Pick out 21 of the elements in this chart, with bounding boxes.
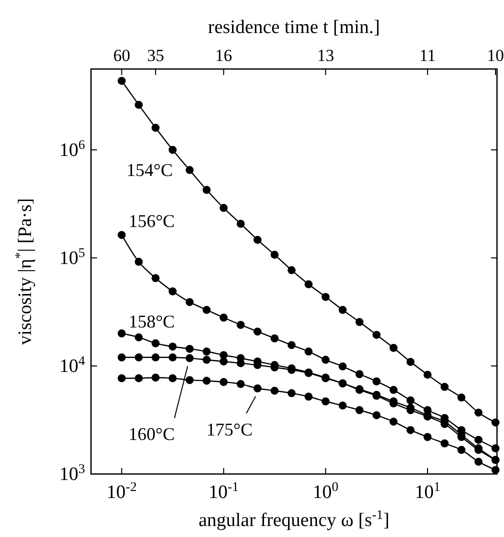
x2-axis-title: residence time t [min.] [208,17,380,38]
text: 60 [113,46,130,65]
legend-label: 175°C [206,419,253,440]
text: 16 [215,46,232,65]
series-label: 158°C [128,311,175,332]
series-label: 156°C [128,210,175,231]
series-label: 154°C [126,160,173,180]
y-tick-label: 10$^{3}$ [59,460,86,485]
x-tick-label: 10$^{0}$ [312,478,339,503]
x-axis-title: angular frequency ω [s$^{-1}$] [198,506,390,531]
y-tick-label: 10$^{4}$ [59,352,86,377]
x-tick-label: 10$^{-2}$ [106,478,137,503]
text: 10 [487,46,504,65]
y-tick-label: 10$^{5}$ [59,244,86,269]
x-tick-label: 10$^{1}$ [414,478,440,503]
x-tick-label: 10$^{-1}$ [208,478,239,503]
text: 35 [147,46,164,65]
text: 13 [317,46,334,65]
text: 160°C [128,424,175,444]
text: 11 [419,46,436,65]
y-tick-label: 10$^{6}$ [59,136,86,161]
